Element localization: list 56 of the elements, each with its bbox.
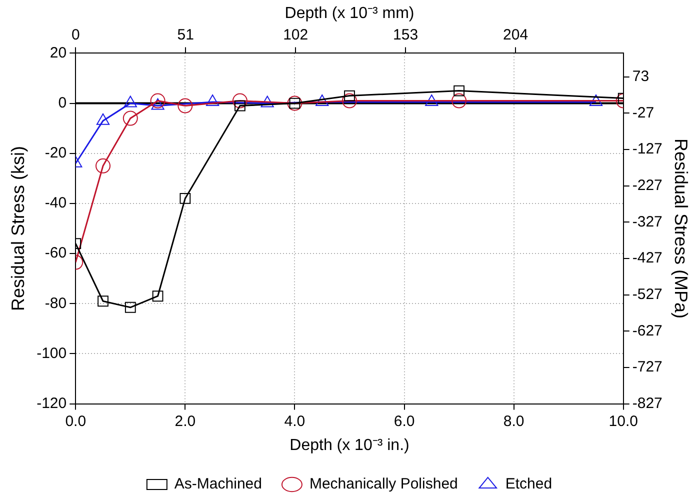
x-tick-label: 4.0	[284, 412, 306, 430]
x2-axis-title: Depth (x 10⁻³ mm)	[284, 5, 414, 22]
legend-label: Mechanically Polished	[309, 476, 458, 493]
y2-tick-label: -827	[632, 394, 662, 412]
y-tick-label: -80	[44, 294, 67, 312]
y-tick-label: 20	[50, 44, 67, 62]
y-axis-title: Residual Stress (ksi)	[8, 146, 28, 312]
point	[178, 98, 193, 114]
y-tick-label: -20	[44, 144, 67, 162]
point	[454, 85, 464, 96]
y-tick-label: -120	[36, 394, 67, 412]
legend-label: As-Machined	[174, 476, 262, 493]
point	[152, 290, 164, 302]
point	[425, 94, 438, 106]
y-tick-label: 0	[58, 94, 67, 112]
x-tick-label: 0.0	[65, 412, 86, 430]
y2-tick-label: -127	[632, 140, 662, 158]
x-tick-label: 6.0	[394, 412, 415, 430]
x-tick-label: 8.0	[503, 412, 524, 430]
point	[206, 94, 220, 106]
point	[452, 93, 467, 108]
y-tick-label: -60	[44, 244, 67, 262]
x-tick-label: 2.0	[174, 412, 196, 430]
y2-axis-title: Residual Stress (MPa)	[671, 138, 692, 319]
point	[150, 93, 166, 108]
point	[96, 158, 111, 174]
y2-tick-label: -27	[632, 104, 654, 122]
legend-label: Etched	[505, 476, 552, 493]
x2-tick-label: 153	[393, 26, 418, 44]
x2-tick-label: 0	[71, 26, 80, 44]
x-tick-label: 10.0	[608, 412, 638, 430]
x2-tick-label: 102	[283, 26, 308, 44]
y2-tick-label: -427	[632, 250, 662, 267]
y2-tick-label: -527	[632, 286, 662, 303]
y-tick-label: -40	[44, 194, 67, 212]
y2-tick-label: -227	[632, 176, 662, 194]
point	[122, 110, 138, 126]
point	[98, 296, 108, 307]
x2-tick-label: 51	[177, 26, 194, 44]
y2-tick-label: -327	[632, 213, 662, 230]
point	[124, 302, 136, 313]
point	[151, 98, 164, 110]
y2-tick-label: 73	[632, 68, 650, 85]
point	[260, 96, 274, 108]
point	[96, 113, 110, 125]
point	[124, 96, 137, 108]
y2-tick-label: -627	[632, 322, 662, 340]
x2-tick-label: 204	[503, 26, 528, 44]
point	[180, 193, 191, 204]
y-tick-label: -100	[36, 344, 67, 362]
point	[342, 93, 357, 108]
point	[589, 94, 603, 106]
y2-tick-label: -727	[632, 358, 662, 376]
point	[232, 93, 248, 108]
point	[316, 94, 329, 106]
x-axis-title: Depth (x 10⁻³ in.)	[290, 436, 410, 454]
